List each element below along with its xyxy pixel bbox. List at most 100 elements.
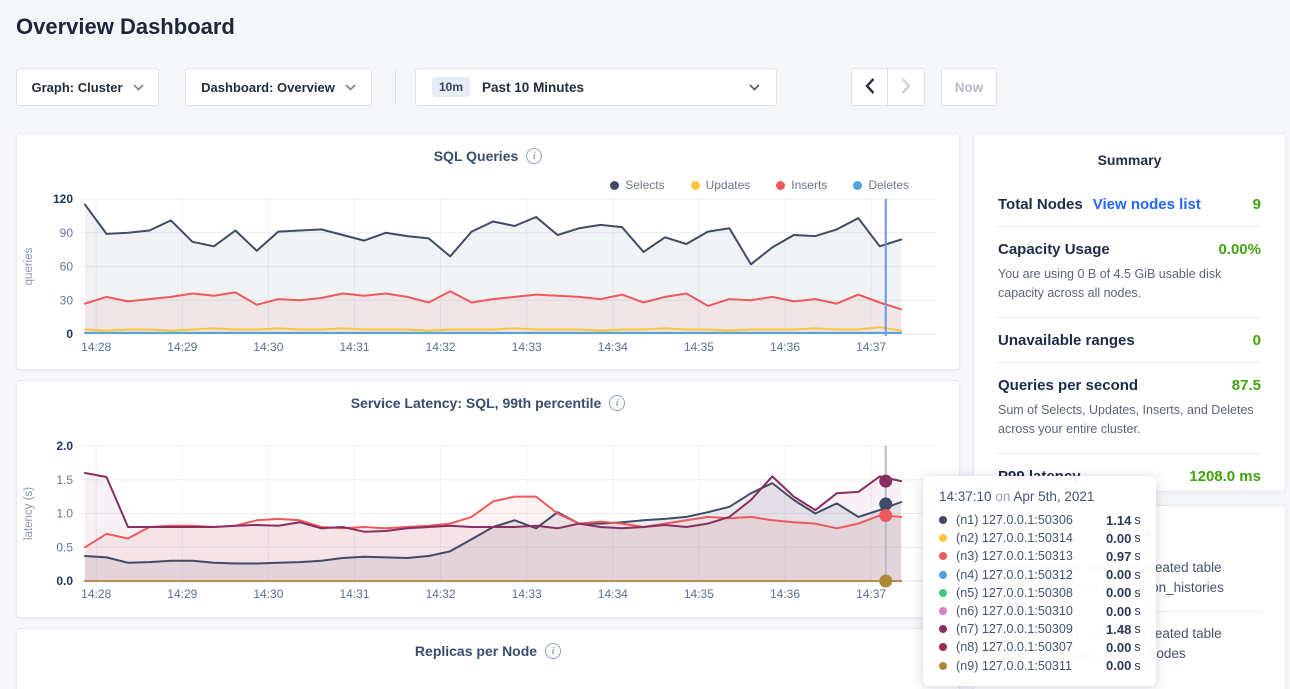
tooltip-row: (n1) 127.0.0.1:50306 1.14 s bbox=[939, 511, 1141, 529]
svg-text:14:32: 14:32 bbox=[426, 587, 456, 601]
tooltip-value-unit: s bbox=[1134, 658, 1141, 673]
summary-row-label: Unavailable ranges bbox=[998, 331, 1135, 349]
tooltip-node-address: (n8) 127.0.0.1:50307 bbox=[956, 640, 1073, 655]
summary-row-label: Capacity Usage bbox=[998, 241, 1110, 258]
tooltip-value-unit: s bbox=[1134, 567, 1141, 582]
time-next-button[interactable] bbox=[887, 68, 925, 106]
tooltip-row: (n4) 127.0.0.1:50312 0.00 s bbox=[939, 566, 1141, 584]
time-range-dropdown[interactable]: 10m Past 10 Minutes bbox=[415, 68, 777, 106]
graph-dropdown[interactable]: Graph: Cluster bbox=[16, 68, 159, 106]
tooltip-node-value: 1.14 bbox=[1106, 512, 1132, 528]
summary-row-value: 1208.0 ms bbox=[1189, 467, 1261, 485]
time-prev-button[interactable] bbox=[851, 68, 888, 106]
summary-row: Total Nodes View nodes list 9 bbox=[998, 182, 1261, 227]
svg-text:14:31: 14:31 bbox=[339, 587, 369, 601]
tooltip-node-value: 1.48 bbox=[1106, 621, 1132, 637]
svg-text:14:30: 14:30 bbox=[253, 587, 283, 601]
summary-row-label: Total Nodes bbox=[998, 196, 1083, 213]
svg-text:14:35: 14:35 bbox=[684, 340, 714, 354]
summary-title: Summary bbox=[1097, 152, 1162, 168]
chart-hover-tooltip: 14:37:10 on Apr 5th, 2021 (n1) 127.0.0.1… bbox=[923, 476, 1156, 686]
svg-text:14:32: 14:32 bbox=[426, 340, 456, 354]
tooltip-value-unit: s bbox=[1134, 585, 1141, 600]
chevron-down-icon bbox=[345, 83, 356, 91]
tooltip-node-address: (n9) 127.0.0.1:50311 bbox=[956, 658, 1072, 673]
tooltip-time: 14:37:10 bbox=[939, 489, 992, 504]
summary-row: Capacity Usage 0.00% You are using 0 B o… bbox=[998, 227, 1261, 318]
node-series-dot-icon bbox=[939, 588, 947, 597]
tooltip-node-value: 0.00 bbox=[1106, 530, 1132, 546]
tooltip-node-address: (n2) 127.0.0.1:50314 bbox=[956, 531, 1073, 546]
now-button[interactable]: Now bbox=[941, 68, 997, 106]
summary-row-value: 0.00% bbox=[1218, 241, 1261, 258]
svg-text:14:36: 14:36 bbox=[770, 340, 800, 354]
svg-text:14:30: 14:30 bbox=[253, 340, 283, 354]
tooltip-value-unit: s bbox=[1134, 531, 1141, 546]
view-nodes-list-link[interactable]: View nodes list bbox=[1092, 196, 1201, 213]
info-icon[interactable]: i bbox=[545, 643, 562, 659]
summary-row-value: 9 bbox=[1252, 196, 1261, 213]
tooltip-node-address: (n4) 127.0.0.1:50312 bbox=[956, 567, 1073, 582]
node-series-dot-icon bbox=[939, 534, 947, 543]
legend-item: Selects bbox=[610, 178, 665, 192]
info-icon[interactable]: i bbox=[526, 148, 543, 164]
node-series-dot-icon bbox=[939, 607, 947, 616]
svg-text:30: 30 bbox=[60, 293, 74, 307]
chevron-down-icon bbox=[749, 83, 760, 91]
tooltip-node-address: (n6) 127.0.0.1:50310 bbox=[956, 604, 1073, 619]
dashboard-dropdown-label: Dashboard: Overview bbox=[201, 79, 335, 95]
chart-title-sql-queries: SQL Queries bbox=[433, 148, 519, 164]
svg-text:14:37: 14:37 bbox=[856, 587, 886, 601]
svg-text:14:28: 14:28 bbox=[81, 340, 111, 354]
summary-row-note: Sum of Selects, Updates, Inserts, and De… bbox=[998, 402, 1254, 437]
tooltip-node-address: (n5) 127.0.0.1:50308 bbox=[956, 585, 1073, 600]
legend-label: Inserts bbox=[791, 178, 828, 192]
node-series-dot-icon bbox=[939, 643, 947, 652]
tooltip-node-value: 0.97 bbox=[1106, 548, 1132, 564]
tooltip-node-value: 0.00 bbox=[1106, 585, 1132, 601]
svg-text:queries: queries bbox=[23, 247, 35, 285]
legend-item: Updates bbox=[690, 178, 750, 192]
dashboard-dropdown[interactable]: Dashboard: Overview bbox=[185, 68, 372, 106]
tooltip-value-unit: s bbox=[1134, 622, 1141, 637]
tooltip-row: (n2) 127.0.0.1:50314 0.00 s bbox=[939, 529, 1141, 547]
svg-text:0: 0 bbox=[66, 327, 73, 341]
svg-text:2.0: 2.0 bbox=[56, 439, 73, 453]
svg-text:1.5: 1.5 bbox=[56, 473, 73, 487]
svg-text:14:34: 14:34 bbox=[598, 340, 628, 354]
svg-text:14:29: 14:29 bbox=[167, 587, 197, 601]
svg-text:latency (s): latency (s) bbox=[23, 487, 35, 540]
node-series-dot-icon bbox=[939, 552, 947, 561]
summary-row: Queries per second 87.5 Sum of Selects, … bbox=[998, 363, 1261, 454]
svg-text:14:29: 14:29 bbox=[167, 340, 197, 354]
tooltip-timestamp: 14:37:10 on Apr 5th, 2021 bbox=[939, 489, 1140, 504]
chart-legend: Selects Updates Inserts Deletes bbox=[610, 178, 909, 192]
tooltip-node-value: 0.00 bbox=[1106, 658, 1132, 674]
graph-dropdown-label: Graph: Cluster bbox=[31, 79, 123, 95]
latency-chart[interactable]: 0.0 0.5 1.0 1.5 2.0 14:28 14:29 14:30 14:31 14:32… bbox=[17, 438, 961, 608]
svg-text:14:37: 14:37 bbox=[856, 340, 886, 354]
legend-item: Deletes bbox=[853, 178, 909, 192]
time-range-badge: 10m bbox=[432, 77, 471, 97]
sql-queries-chart[interactable]: 0 30 60 90 120 14:28 14:29 14:30 14:31 14:32 14:33… bbox=[17, 191, 961, 361]
tooltip-row: (n5) 127.0.0.1:50308 0.00 s bbox=[939, 584, 1141, 602]
legend-dot-icon bbox=[776, 180, 786, 190]
svg-text:14:34: 14:34 bbox=[598, 587, 628, 601]
tooltip-value-unit: s bbox=[1134, 604, 1141, 619]
info-icon[interactable]: i bbox=[609, 395, 626, 411]
chart-title-replicas-per-node: Replicas per Node bbox=[414, 643, 538, 659]
latency-chart-card: Service Latency: SQL, 99th percentile i … bbox=[16, 380, 960, 618]
tooltip-date: Apr 5th, 2021 bbox=[1013, 489, 1095, 504]
summary-panel: Summary Total Nodes View nodes list 9 Ca… bbox=[973, 133, 1286, 492]
tooltip-value-unit: s bbox=[1134, 549, 1141, 564]
svg-text:14:33: 14:33 bbox=[512, 587, 542, 601]
tooltip-value-unit: s bbox=[1134, 640, 1141, 655]
tooltip-rows: (n1) 127.0.0.1:50306 1.14 s (n2) 127.0.0… bbox=[939, 511, 1141, 675]
chevron-right-icon bbox=[901, 77, 911, 97]
summary-row-value: 0 bbox=[1252, 331, 1261, 349]
replicas-chart-card: Replicas per Node i bbox=[16, 628, 960, 689]
svg-text:0.0: 0.0 bbox=[56, 574, 73, 588]
svg-text:60: 60 bbox=[60, 260, 74, 274]
svg-text:14:33: 14:33 bbox=[512, 340, 542, 354]
svg-text:14:28: 14:28 bbox=[81, 587, 111, 601]
